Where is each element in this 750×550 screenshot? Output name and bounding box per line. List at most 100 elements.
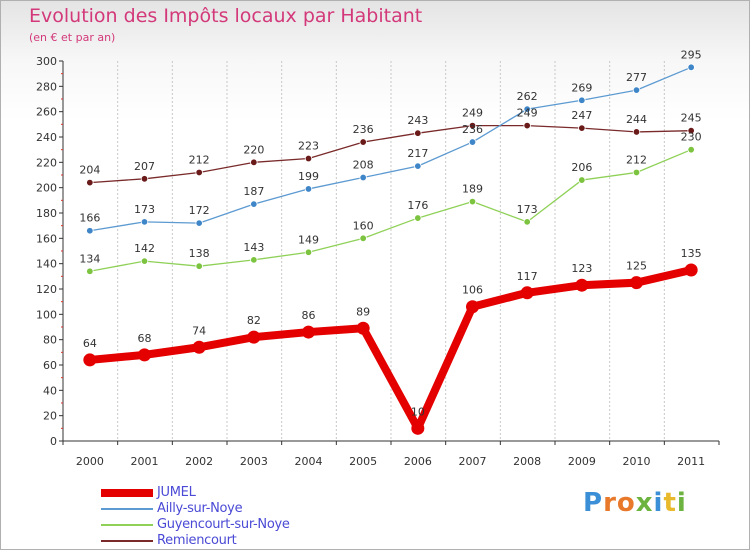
legend-label-guyencourt: Guyencourt-sur-Noye [157, 517, 290, 532]
y-tick-label: 20 [43, 410, 57, 423]
x-tick-label: 2007 [459, 455, 487, 468]
data-label-jumel: 68 [138, 332, 152, 345]
y-tick-label: 160 [36, 232, 57, 245]
logo-letter: i [676, 488, 687, 518]
data-point-guyencourt-sur-noye [468, 197, 477, 206]
chart-title: Evolution des Impôts locaux par Habitant [29, 5, 423, 27]
data-label-jumel: 135 [681, 247, 702, 260]
x-tick-label: 2008 [513, 455, 541, 468]
x-tick-label: 2009 [568, 455, 596, 468]
y-tick-label: 40 [43, 384, 57, 397]
data-label-ailly-sur-noye: 199 [298, 170, 319, 183]
y-tick-label: 0 [50, 435, 57, 448]
logo-letter: r [603, 488, 617, 518]
legend-label-remiencourt: Remiencourt [157, 533, 237, 548]
y-tick-label: 300 [36, 55, 57, 68]
data-label-ailly-sur-noye: 277 [626, 71, 647, 84]
series-lines [83, 63, 698, 435]
series-line-guyencourt-sur-noye [89, 149, 692, 272]
data-label-guyencourt-sur-noye: 230 [681, 131, 702, 144]
x-tick-label: 2006 [404, 455, 432, 468]
data-point-guyencourt-sur-noye [414, 214, 422, 222]
y-tick-label: 100 [36, 308, 57, 321]
y-tick-label: 280 [36, 80, 57, 93]
logo-letter: x [635, 488, 654, 518]
data-point-guyencourt-sur-noye [86, 267, 94, 275]
data-point-jumel [575, 278, 589, 292]
line-chart: 0 20 40 60 80 100 120 140 160 180 200 220 240 260 280 3… [36, 48, 720, 468]
data-point-ailly-sur-noye [250, 200, 258, 208]
data-label-remiencourt: 249 [462, 107, 483, 120]
y-tick-label: 220 [36, 156, 57, 169]
data-point-guyencourt-sur-noye [578, 176, 586, 184]
data-point-guyencourt-sur-noye [140, 257, 149, 265]
data-label-ailly-sur-noye: 262 [517, 90, 538, 103]
data-label-guyencourt-sur-noye: 142 [134, 242, 155, 255]
data-point-jumel [466, 300, 479, 314]
data-point-remiencourt [578, 124, 586, 132]
data-label-jumel: 10 [411, 405, 425, 418]
grid-lines [117, 61, 665, 441]
data-point-jumel [630, 276, 643, 290]
data-label-jumel: 117 [517, 270, 538, 283]
data-point-ailly-sur-noye [359, 173, 367, 182]
data-label-jumel: 64 [83, 337, 97, 350]
series-line-remiencourt [89, 124, 692, 184]
data-point-guyencourt-sur-noye [687, 145, 695, 154]
y-tick-label: 240 [36, 131, 57, 144]
data-label-guyencourt-sur-noye: 149 [298, 233, 319, 246]
data-point-remiencourt [359, 138, 367, 146]
data-label-guyencourt-sur-noye: 138 [189, 247, 210, 260]
data-label-remiencourt: 223 [298, 140, 319, 153]
data-labels: 204 207 212 220 223 236 243 249 249 247 244 245 166 1… [79, 48, 701, 418]
data-point-guyencourt-sur-noye [250, 256, 258, 264]
data-label-jumel: 106 [462, 284, 483, 297]
data-point-jumel [138, 348, 151, 362]
data-point-jumel [192, 340, 206, 354]
x-tick-label: 2000 [76, 455, 104, 468]
data-label-ailly-sur-noye: 236 [462, 123, 483, 136]
data-label-remiencourt: 212 [189, 153, 210, 166]
y-tick-label: 200 [36, 182, 57, 195]
data-label-remiencourt: 243 [407, 114, 428, 127]
data-point-ailly-sur-noye [140, 218, 149, 226]
data-point-jumel [247, 330, 261, 344]
x-tick-label: 2001 [131, 455, 159, 468]
data-label-ailly-sur-noye: 208 [353, 159, 374, 172]
data-point-jumel [356, 321, 370, 335]
logo-letter: t [663, 488, 677, 518]
data-label-guyencourt-sur-noye: 143 [243, 241, 264, 254]
data-point-guyencourt-sur-noye [359, 234, 367, 243]
data-label-ailly-sur-noye: 217 [407, 147, 428, 160]
data-point-ailly-sur-noye [578, 96, 586, 104]
y-tick-label: 80 [43, 334, 57, 347]
data-point-remiencourt [468, 121, 477, 130]
data-point-jumel [411, 421, 425, 435]
x-tick-label: 2004 [295, 455, 323, 468]
data-point-remiencourt [140, 175, 149, 183]
legend-swatch-remiencourt [101, 540, 153, 542]
data-label-remiencourt: 236 [353, 123, 374, 136]
data-point-ailly-sur-noye [687, 63, 695, 72]
data-label-jumel: 123 [571, 262, 592, 275]
legend-label-ailly: Ailly-sur-Noye [157, 501, 243, 516]
data-point-guyencourt-sur-noye [523, 218, 531, 226]
data-label-jumel: 125 [626, 260, 647, 273]
data-label-guyencourt-sur-noye: 189 [462, 183, 483, 196]
data-label-jumel: 82 [247, 314, 261, 327]
data-label-guyencourt-sur-noye: 160 [353, 219, 374, 232]
axes: 0 20 40 60 80 100 120 140 160 180 200 220 240 260 280 3… [36, 55, 720, 468]
data-point-ailly-sur-noye [86, 227, 94, 235]
legend-swatch-guyencourt [101, 524, 153, 526]
data-point-remiencourt [523, 121, 531, 130]
logo-letter: P [583, 488, 604, 518]
data-label-jumel: 89 [356, 305, 370, 318]
data-point-ailly-sur-noye [195, 219, 203, 227]
chart-subtitle: (en € et par an) [29, 31, 116, 44]
series-line-jumel [85, 266, 696, 433]
data-label-remiencourt: 204 [79, 164, 100, 177]
legend-label-jumel: JUMEL [157, 485, 196, 500]
series-line-ailly-sur-noye [89, 66, 692, 232]
data-label-ailly-sur-noye: 166 [79, 212, 100, 225]
data-label-guyencourt-sur-noye: 173 [517, 203, 538, 216]
